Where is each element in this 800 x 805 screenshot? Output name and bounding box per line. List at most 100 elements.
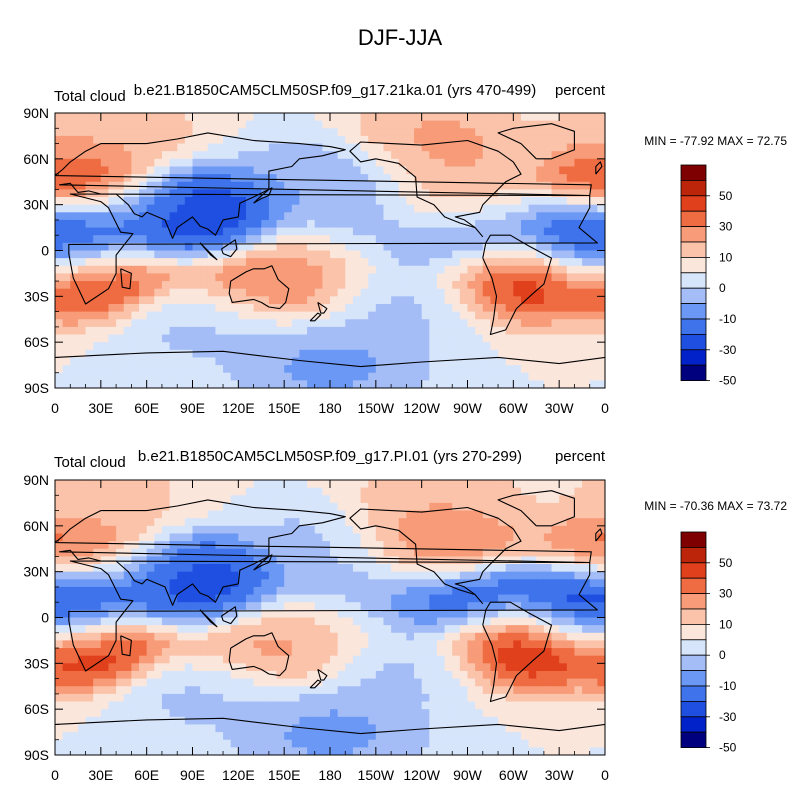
field-cell — [330, 488, 338, 496]
field-cell — [391, 656, 399, 664]
field-cell — [437, 618, 445, 626]
field-cell — [70, 159, 78, 167]
field-cell — [170, 564, 178, 572]
field-cell — [559, 365, 567, 373]
colorbar-box — [681, 257, 706, 272]
field-cell — [299, 549, 307, 557]
field-cell — [429, 495, 437, 503]
field-cell — [86, 228, 94, 236]
field-cell — [63, 633, 71, 641]
field-cell — [552, 373, 560, 381]
field-cell — [78, 128, 86, 136]
field-cell — [468, 480, 476, 488]
field-cell — [78, 625, 86, 633]
field-cell — [368, 228, 376, 236]
field-cell — [391, 602, 399, 610]
field-cell — [437, 648, 445, 656]
field-cell — [78, 579, 86, 587]
field-cell — [460, 640, 468, 648]
field-cell — [498, 618, 506, 626]
field-cell — [70, 235, 78, 243]
field-cell — [422, 633, 430, 641]
field-cell — [414, 266, 422, 274]
field-cell — [307, 380, 315, 388]
field-cell — [63, 709, 71, 717]
field-cell — [483, 625, 491, 633]
field-cell — [63, 656, 71, 664]
field-cell — [368, 709, 376, 717]
field-cell — [338, 182, 346, 190]
field-cell — [116, 656, 124, 664]
field-cell — [238, 228, 246, 236]
field-cell — [131, 251, 139, 259]
field-cell — [254, 335, 262, 343]
field-cell — [399, 243, 407, 251]
field-cell — [383, 166, 391, 174]
field-cell — [93, 258, 101, 266]
field-cell — [361, 235, 369, 243]
field-cell — [193, 121, 201, 129]
field-cell — [322, 595, 330, 603]
field-cell — [124, 373, 132, 381]
field-cell — [292, 251, 300, 259]
field-cell — [406, 633, 414, 641]
field-cell — [254, 633, 262, 641]
field-cell — [284, 121, 292, 129]
field-cell — [452, 205, 460, 213]
field-cell — [124, 128, 132, 136]
field-cell — [567, 136, 575, 144]
field-cell — [78, 235, 86, 243]
field-cell — [277, 113, 285, 121]
field-cell — [70, 151, 78, 159]
field-cell — [177, 235, 185, 243]
field-cell — [299, 640, 307, 648]
field-cell — [597, 220, 605, 228]
field-cell — [406, 304, 414, 312]
field-cell — [154, 702, 162, 710]
field-cell — [70, 373, 78, 381]
field-cell — [597, 549, 605, 557]
field-cell — [86, 572, 94, 580]
field-cell — [55, 151, 63, 159]
field-cell — [429, 342, 437, 350]
field-cell — [353, 251, 361, 259]
field-cell — [185, 113, 193, 121]
field-cell — [452, 495, 460, 503]
field-cell — [529, 526, 537, 534]
field-cell — [78, 640, 86, 648]
field-cell — [406, 618, 414, 626]
field-cell — [468, 266, 476, 274]
field-cell — [559, 702, 567, 710]
field-cell — [299, 579, 307, 587]
field-cell — [185, 159, 193, 167]
field-cell — [322, 235, 330, 243]
field-cell — [254, 319, 262, 327]
field-cell — [544, 648, 552, 656]
field-cell — [93, 136, 101, 144]
field-cell — [552, 640, 560, 648]
field-cell — [246, 556, 254, 564]
field-cell — [147, 266, 155, 274]
field-cell — [574, 694, 582, 702]
field-cell — [544, 694, 552, 702]
field-cell — [475, 518, 483, 526]
field-cell — [231, 533, 239, 541]
field-cell — [215, 526, 223, 534]
field-cell — [567, 235, 575, 243]
field-cell — [383, 625, 391, 633]
field-cell — [55, 625, 63, 633]
field-cell — [483, 373, 491, 381]
field-cell — [330, 166, 338, 174]
field-cell — [116, 694, 124, 702]
field-cell — [238, 656, 246, 664]
field-cell — [483, 174, 491, 182]
top-title-right: percent — [555, 82, 606, 99]
field-cell — [193, 709, 201, 717]
field-cell — [338, 205, 346, 213]
field-cell — [154, 572, 162, 580]
field-cell — [506, 151, 514, 159]
field-cell — [391, 266, 399, 274]
field-cell — [559, 251, 567, 259]
field-cell — [376, 266, 384, 274]
field-cell — [437, 365, 445, 373]
